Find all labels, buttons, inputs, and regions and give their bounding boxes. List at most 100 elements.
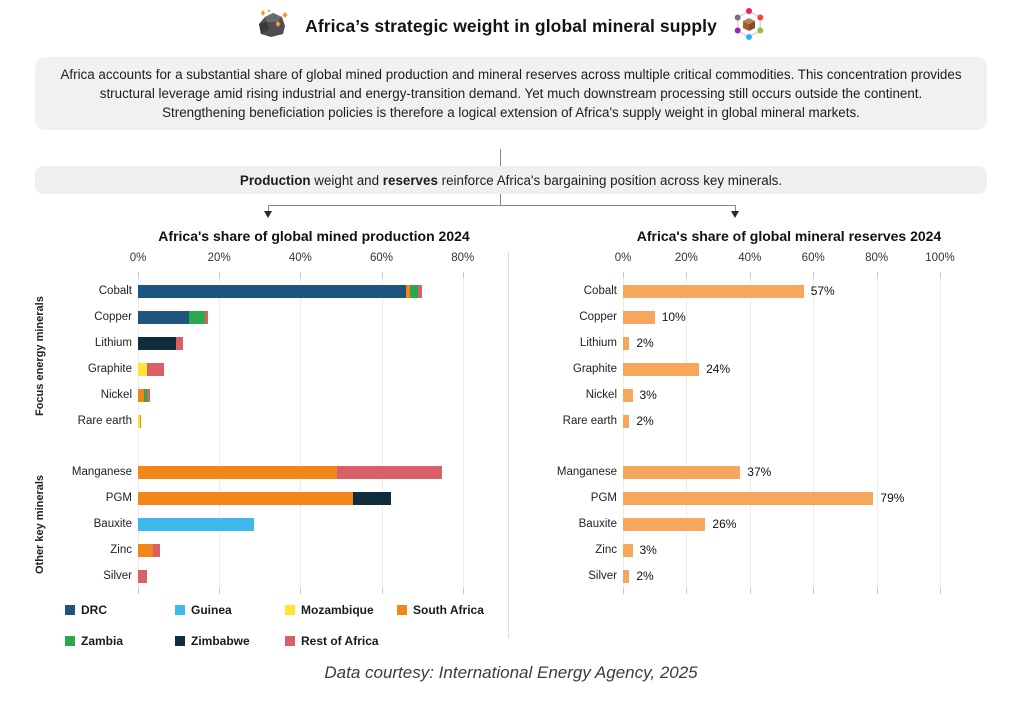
axis-tick-mark: [940, 272, 941, 278]
legend-swatch: [285, 605, 295, 615]
bar-stack: [623, 414, 630, 428]
bar: [623, 388, 633, 402]
category-label: Rare earth: [562, 415, 617, 427]
bar-segment: [138, 465, 337, 479]
bar-rows: Cobalt 57% Copper 10% Lithium 2% Graphite 24% Ni…: [540, 278, 1010, 589]
bar-segment: [152, 543, 160, 557]
group-spacer: [30, 434, 500, 459]
bar-row: Nickel 3%: [540, 382, 1010, 408]
category-label: Nickel: [100, 389, 132, 401]
bar-value-label: 10%: [661, 310, 686, 324]
bar-stack: [623, 491, 874, 505]
category-label: Lithium: [94, 337, 132, 349]
legend-label: DRC: [81, 603, 107, 617]
axis-tick-mark: [813, 272, 815, 278]
arrow-down-right-icon: [731, 211, 739, 218]
category-label: Copper: [579, 311, 617, 323]
axis-tick-mark: [686, 272, 688, 278]
gridline: [686, 272, 688, 594]
axis-tick-mark: [623, 272, 624, 278]
bar: [623, 569, 630, 583]
bar-row: PGM: [30, 485, 500, 511]
axis-tick-label: 100%: [925, 252, 955, 264]
axis-tick-mark: [813, 588, 815, 594]
intro-text-box: Africa accounts for a substantial share …: [35, 57, 987, 131]
bar-stack: [138, 543, 160, 557]
category-label: Bauxite: [93, 518, 132, 530]
legend-item: DRC: [65, 603, 175, 617]
data-source-note: Data courtesy: International Energy Agen…: [324, 663, 698, 682]
bar: [623, 362, 700, 376]
key-message-banner: Production weight and reserves reinforce…: [35, 166, 987, 194]
bar-segment: [138, 491, 354, 505]
bar-stack: [138, 336, 183, 350]
legend-swatch: [175, 636, 185, 646]
bar: [623, 414, 630, 428]
connector-line-top: [500, 149, 501, 166]
axis-tick-mark: [876, 588, 878, 594]
bar-value-label: 57%: [810, 284, 835, 298]
legend-swatch: [397, 605, 407, 615]
bar-value-label: 2%: [636, 569, 654, 583]
category-label: Cobalt: [98, 285, 132, 297]
axis-tick-mark: [749, 588, 751, 594]
category-label: Manganese: [556, 466, 617, 478]
bar: [623, 284, 804, 298]
legend-item: Guinea: [175, 603, 285, 617]
axis-tick-mark: [462, 272, 464, 278]
bar-stack: [138, 517, 254, 531]
legend-label: Rest of Africa: [301, 634, 379, 648]
bar: [623, 310, 655, 324]
bar-segment: [353, 491, 391, 505]
axis-tick-label: 80%: [865, 252, 889, 264]
legend-item: Zimbabwe: [175, 634, 285, 648]
legend-swatch: [65, 636, 75, 646]
bar-value-label: 3%: [639, 388, 657, 402]
legend-item: Rest of Africa: [285, 634, 397, 648]
bar-stack: [623, 465, 741, 479]
arrow-down-left-icon: [264, 211, 272, 218]
production-chart-title: Africa's share of global mined productio…: [158, 228, 470, 244]
bar-row: Graphite 24%: [540, 356, 1010, 382]
bar-row: Nickel: [30, 382, 500, 408]
legend-swatch: [175, 605, 185, 615]
bar-segment: [138, 517, 254, 531]
bar-row: Lithium 2%: [540, 330, 1010, 356]
connector-line-horizontal: [268, 205, 736, 206]
bar-row: Rare earth 2%: [540, 408, 1010, 434]
bar-row: Manganese 37%: [540, 459, 1010, 485]
bar-row: Bauxite 26%: [540, 511, 1010, 537]
gridline: [381, 272, 383, 594]
legend-label: Zambia: [81, 634, 124, 648]
category-label: Zinc: [110, 544, 132, 556]
bar-stack: [623, 336, 630, 350]
category-label: Silver: [103, 570, 132, 582]
axis-tick-mark: [219, 272, 221, 278]
axis-tick-label: 0%: [129, 252, 147, 264]
gridline: [138, 272, 139, 594]
bar-value-label: 37%: [747, 465, 772, 479]
category-label: Graphite: [87, 363, 132, 375]
gridline: [940, 272, 941, 594]
bar-segment: [204, 310, 209, 324]
category-label: Rare earth: [77, 415, 132, 427]
bar-segment: [188, 310, 205, 324]
bar-stack: [138, 465, 443, 479]
bar-stack: [138, 362, 165, 376]
axis-tick-mark: [381, 272, 383, 278]
bar-stack: [623, 310, 655, 324]
axis-tick-mark: [462, 588, 464, 594]
axis-tick-label: 60%: [370, 252, 394, 264]
connector-stub-left: [268, 205, 269, 211]
bar: [623, 491, 874, 505]
category-label: Zinc: [595, 544, 617, 556]
bar-stack: [623, 543, 633, 557]
axis-tick-mark: [686, 588, 688, 594]
bar-segment: [138, 362, 147, 376]
header: Africa’s strategic weight in global mine…: [0, 6, 1022, 47]
category-label: Cobalt: [583, 285, 617, 297]
bar-value-label: 3%: [639, 543, 657, 557]
axis-tick-label: 40%: [738, 252, 762, 264]
axis-tick-label: 20%: [207, 252, 231, 264]
